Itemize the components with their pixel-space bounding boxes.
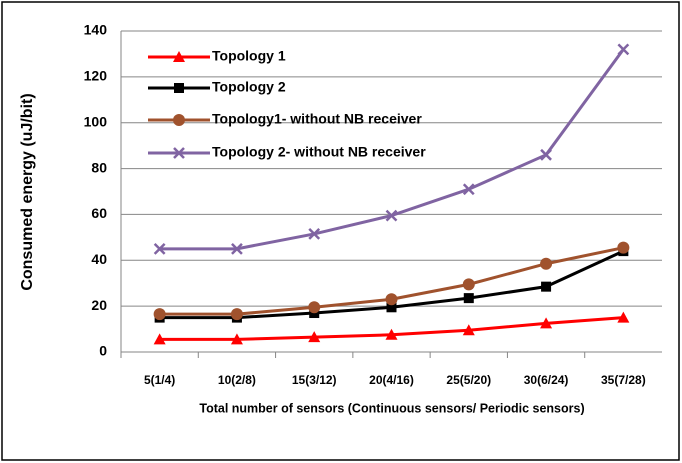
marker [308, 228, 321, 240]
y-tick-label: 20 [91, 297, 107, 313]
legend-label: Topology 2 [212, 79, 286, 95]
marker [173, 114, 185, 126]
x-tick-label: 10(2/8) [218, 373, 256, 387]
marker [541, 281, 552, 292]
y-tick-label: 40 [91, 251, 107, 267]
legend-label: Topology 1 [212, 48, 286, 64]
y-tick-label: 60 [91, 205, 107, 221]
x-axis-title: Total number of sensors (Continuous sens… [199, 401, 584, 415]
marker [385, 293, 398, 306]
marker [462, 183, 475, 196]
marker [231, 242, 243, 255]
marker [386, 302, 397, 313]
y-axis-title: Consumed energy (uJ/bit) [19, 93, 36, 290]
y-tick-label: 100 [84, 113, 108, 129]
x-tick-label: 20(4/16) [369, 373, 414, 387]
x-tick-label: 25(5/20) [446, 373, 491, 387]
marker [173, 51, 185, 62]
y-tick-label: 120 [84, 68, 108, 84]
marker [308, 301, 321, 314]
marker [230, 333, 243, 345]
y-tick-label: 140 [84, 22, 108, 38]
legend-label: Topology1- without NB receiver [212, 111, 422, 127]
marker [173, 147, 185, 159]
marker [153, 333, 166, 345]
y-tick-label: 80 [91, 159, 107, 175]
marker [174, 83, 184, 93]
legend-label: Topology 2- without NB receiver [212, 144, 426, 160]
marker [463, 293, 474, 304]
x-tick-label: 5(1/4) [144, 373, 175, 387]
x-tick-label: 30(6/24) [524, 373, 569, 387]
marker [540, 148, 552, 161]
marker [462, 324, 475, 336]
marker [153, 242, 166, 255]
marker [540, 257, 553, 270]
marker [462, 278, 475, 291]
marker [308, 331, 321, 343]
x-tick-label: 15(3/12) [292, 373, 337, 387]
y-tick-label: 0 [99, 343, 107, 359]
marker [617, 241, 630, 254]
marker [385, 328, 398, 340]
marker [617, 311, 630, 323]
x-tick-label: 35(7/28) [601, 373, 646, 387]
marker [540, 317, 553, 329]
marker [385, 209, 398, 222]
marker [153, 308, 166, 321]
marker [230, 308, 243, 321]
marker [617, 43, 630, 56]
